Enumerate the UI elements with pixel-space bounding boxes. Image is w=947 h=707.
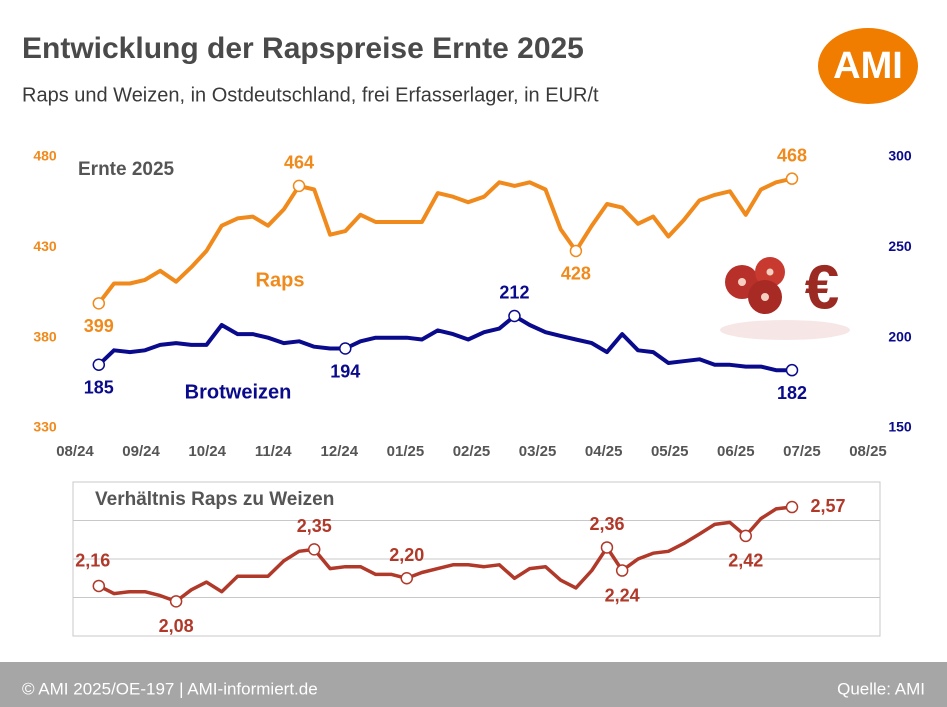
footer-right: Quelle: AMI — [837, 679, 925, 698]
series-line — [97, 314, 792, 373]
point-marker — [785, 363, 799, 377]
y2-tick-label: 250 — [888, 238, 912, 254]
y2-tick-label: 200 — [888, 328, 912, 344]
y2-tick-label: 300 — [888, 148, 912, 164]
x-tick-label: 04/25 — [585, 443, 623, 460]
data-label: 2,20 — [389, 545, 424, 565]
series-line — [97, 176, 793, 305]
data-label: 182 — [777, 383, 807, 403]
series-label: Brotweizen — [185, 381, 292, 403]
point-marker — [307, 543, 321, 556]
point-marker — [508, 309, 521, 323]
point-marker — [785, 172, 799, 185]
x-tick-label: 11/24 — [255, 443, 292, 460]
data-label: 399 — [84, 316, 114, 336]
logo-badge — [818, 28, 918, 104]
data-label: 2,57 — [810, 496, 845, 516]
subtitle: Raps und Weizen, in Ostdeutschland, frei… — [22, 84, 599, 106]
y-tick-label: 330 — [33, 419, 57, 435]
y-tick-label: 430 — [33, 238, 57, 254]
data-label: 2,35 — [297, 516, 332, 536]
point-marker — [92, 579, 106, 593]
annotation: Ernte 2025 — [78, 159, 175, 180]
point-marker — [739, 529, 752, 543]
x-tick-label: 06/25 — [717, 443, 755, 460]
series-label: Raps — [256, 269, 305, 291]
x-tick-label: 07/25 — [783, 443, 821, 460]
data-label: 212 — [499, 283, 529, 303]
data-label: 194 — [330, 361, 360, 381]
point-marker — [169, 595, 183, 608]
footer-left: © AMI 2025/OE-197 | AMI-informiert.de — [22, 679, 318, 698]
euro-icon: € — [720, 253, 850, 340]
data-label: 2,24 — [605, 585, 640, 605]
y-tick-label: 380 — [33, 328, 57, 344]
ratio-title: Verhältnis Raps zu Weizen — [95, 489, 334, 510]
x-tick-label: 08/25 — [849, 443, 887, 460]
data-label: 2,42 — [728, 551, 763, 571]
x-tick-label: 03/25 — [519, 443, 557, 460]
point-marker — [92, 358, 106, 372]
y2-tick-label: 150 — [888, 419, 912, 435]
x-tick-label: 08/24 — [56, 443, 94, 460]
data-label: 2,08 — [159, 616, 194, 636]
footer-band — [0, 662, 947, 707]
data-label: 2,16 — [75, 551, 110, 571]
point-marker — [339, 342, 352, 355]
data-label: 468 — [777, 145, 807, 165]
point-marker — [615, 564, 629, 577]
point-marker — [92, 297, 106, 310]
svg-text:€: € — [805, 253, 839, 322]
x-tick-label: 09/24 — [122, 443, 160, 460]
x-tick-label: 02/25 — [453, 443, 491, 460]
point-marker — [785, 500, 799, 514]
point-marker — [292, 179, 306, 193]
point-marker — [569, 244, 583, 258]
point-marker — [400, 572, 413, 585]
x-tick-label: 01/25 — [387, 443, 425, 460]
logo-text: AMI — [833, 45, 903, 87]
data-label: 428 — [561, 264, 591, 284]
point-marker — [600, 541, 614, 554]
ratio-line — [98, 505, 793, 604]
x-tick-label: 05/25 — [651, 443, 689, 460]
y-tick-label: 480 — [33, 148, 57, 164]
title: Entwicklung der Rapspreise Ernte 2025 — [22, 32, 584, 65]
data-label: 464 — [284, 153, 314, 173]
data-label: 2,36 — [589, 514, 624, 534]
x-tick-label: 10/24 — [188, 443, 226, 460]
x-tick-label: 12/24 — [321, 443, 359, 460]
data-label: 185 — [84, 378, 114, 398]
